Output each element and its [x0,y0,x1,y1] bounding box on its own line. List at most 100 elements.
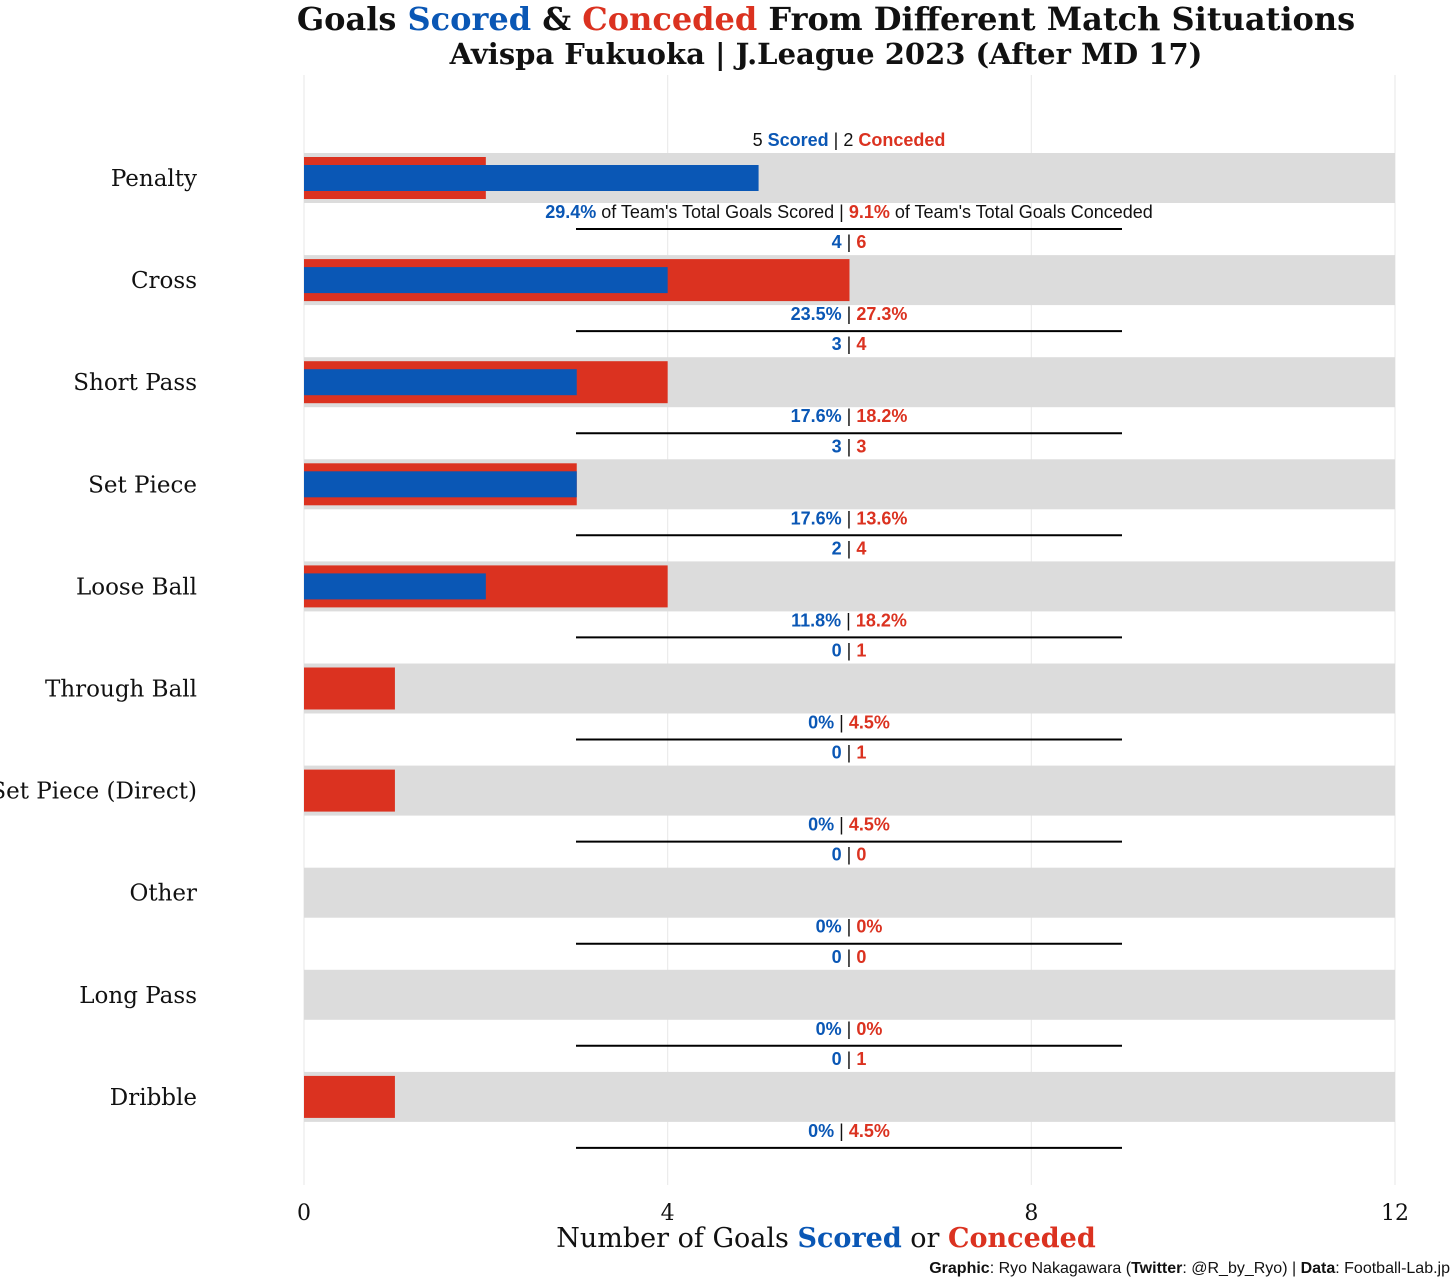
percent-separator: | [842,508,857,528]
percent-scored-value: 17.6% [791,406,842,426]
count-scored-value: 3 [832,334,842,354]
category-label: Long Pass [79,983,197,1009]
count-scored-value: 0 [832,947,842,967]
percent-scored-value: 0% [816,1019,842,1039]
percent-conceded-value: 4.5% [849,1121,890,1141]
percent-separator: | [842,917,857,937]
percent-separator: | [841,610,856,630]
percent-label: 0% | 4.5% [808,815,890,835]
category-label: Set Piece [88,472,197,498]
percent-scored-value: 0% [808,713,834,733]
percent-conceded-value: 27.3% [856,304,907,324]
count-separator: | [842,436,857,456]
percent-scored-value: 0% [808,1121,834,1141]
x-tick-label: 4 [661,1201,675,1226]
count-conceded-value: 6 [856,232,866,252]
count-separator: | [842,1049,857,1069]
category-label: Set Piece (Direct) [0,779,197,805]
count-conceded-value: 0 [856,947,866,967]
percent-separator: | [842,304,857,324]
percent-label: 0% | 0% [816,917,883,937]
category-row: Set Piece (Direct) 0 | 1 0% | 4.5% [0,743,1395,843]
count-separator: | [842,641,857,661]
count-scored-value: 0 [832,845,842,865]
percent-separator: | [842,406,857,426]
row-track [304,969,1395,1020]
percent-conceded-suffix: of Team's Total Goals Conceded [890,202,1153,222]
category-row: Dribble 0 | 1 0% | 4.5% [110,1049,1395,1149]
percent-scored-value: 11.8% [791,610,841,630]
percent-label: 17.6% | 18.2% [791,406,908,426]
percent-label: 0% | 0% [816,1019,883,1039]
count-label: 3 | 3 [832,436,867,456]
percent-scored-value: 0% [808,815,834,835]
percent-conceded-value: 9.1% [849,202,890,222]
count-separator: | [842,334,857,354]
percent-conceded-value: 0% [856,1019,882,1039]
conceded-bar [304,1075,395,1118]
count-label: 0 | 1 [832,641,867,661]
count-separator: | [842,947,857,967]
count-conceded-value: 1 [856,743,866,763]
category-row: Penalty 5 Scored | 2 Conceded 29.4% of Tea… [111,130,1395,230]
count-conceded-value: 4 [856,334,866,354]
scored-bar [304,165,759,191]
percent-label: 11.8% | 18.2% [791,610,907,630]
count-conceded-value: 0 [856,845,866,865]
count-separator: | [842,232,857,252]
count-label: 0 | 0 [832,845,867,865]
count-separator: | [842,538,857,558]
percent-separator: | [834,202,849,222]
row-track [304,1071,1395,1122]
count-separator: | [842,743,857,763]
percent-scored-value: 23.5% [791,304,842,324]
category-label: Other [129,881,197,907]
category-row: Short Pass 3 | 4 17.6% | 18.2% [73,334,1395,435]
category-label: Loose Ball [76,574,197,600]
count-label: 3 | 4 [832,334,867,354]
x-axis-title: Number of Goals Scored or Conceded [556,1223,1096,1254]
count-label: 4 | 6 [832,232,867,252]
count-conceded-value: 4 [856,538,866,558]
x-axis-ticks: 0 4 8 12 [297,1201,1409,1226]
x-tick-label: 12 [1381,1201,1409,1226]
percent-conceded-value: 13.6% [856,508,907,528]
category-row: Set Piece 3 | 3 17.6% | 13.6% [88,436,1395,537]
count-scored-value: 4 [832,232,842,252]
percent-label: 29.4% of Team's Total Goals Scored | 9.1… [545,202,1153,222]
category-label: Cross [131,268,197,294]
count-separator: | [842,845,857,865]
category-label: Short Pass [73,370,197,396]
count-label: 0 | 0 [832,947,867,967]
category-row: Through Ball 0 | 1 0% | 4.5% [45,641,1395,741]
conceded-bar [304,667,395,710]
percent-conceded-value: 18.2% [856,406,907,426]
scored-bar [304,267,668,294]
percent-separator: | [834,815,849,835]
count-scored-value: 0 [832,743,842,763]
percent-label: 0% | 4.5% [808,1121,890,1141]
category-rows: Penalty 5 Scored | 2 Conceded 29.4% of Tea… [0,130,1395,1149]
category-label: Penalty [111,166,197,192]
percent-separator: | [842,1019,857,1039]
percent-conceded-value: 18.2% [856,610,907,630]
category-label: Dribble [110,1085,197,1111]
count-label: 5 Scored | 2 Conceded [753,130,946,150]
count-scored-value: 5 [753,130,768,150]
category-row: Loose Ball 2 | 4 11.8% | 18.2% [76,538,1395,639]
category-row: Cross 4 | 6 23.5% | 27.3% [131,232,1395,333]
count-separator: | [829,130,844,150]
count-scored-value: 0 [832,641,842,661]
category-row: Long Pass 0 | 0 0% | 0% [79,947,1395,1047]
count-scored-value: 3 [832,436,842,456]
count-conceded-value: 3 [856,436,866,456]
scored-bar [304,471,577,498]
percent-separator: | [834,1121,849,1141]
percent-conceded-value: 4.5% [849,815,890,835]
percent-label: 0% | 4.5% [808,713,890,733]
conceded-bar [304,769,395,812]
count-label: 2 | 4 [832,538,867,558]
category-row: Other 0 | 0 0% | 0% [129,845,1395,945]
scored-bar [304,369,577,396]
